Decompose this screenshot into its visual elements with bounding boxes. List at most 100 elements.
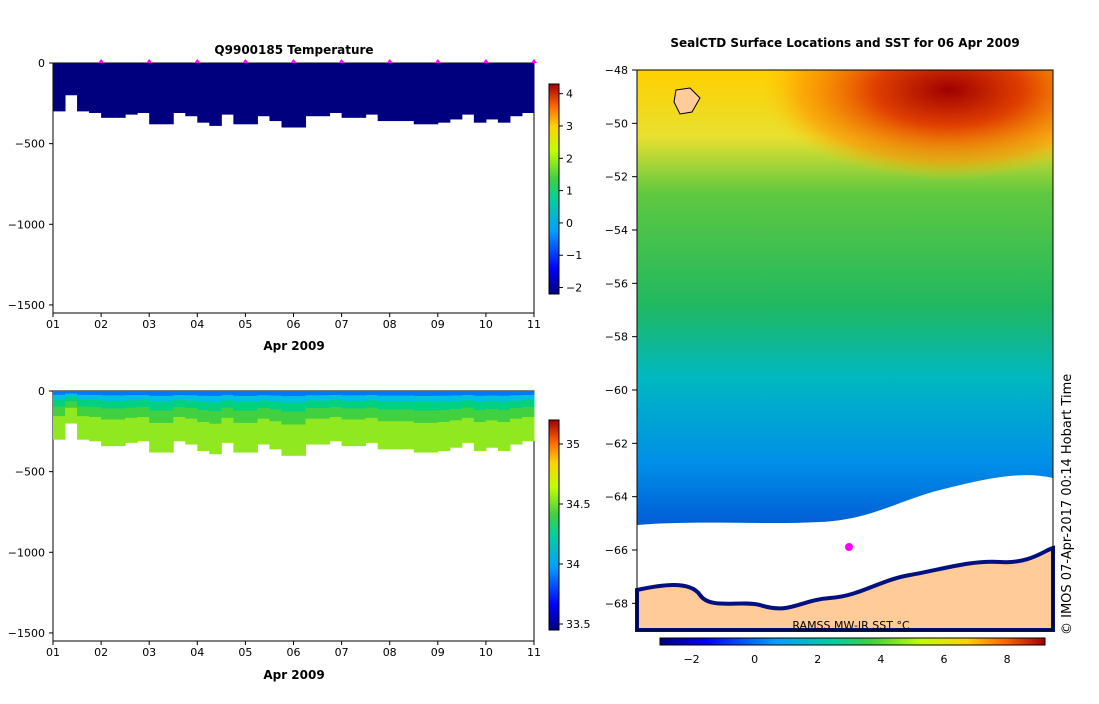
x-tick-label: 08 bbox=[383, 646, 397, 659]
salinity-cell bbox=[305, 400, 319, 409]
colorbar-tick-label-c: 0 bbox=[751, 653, 758, 666]
salinity-cell bbox=[53, 406, 66, 417]
temperature-panel: Q9900185 Temperature 0−500−1000−1500 01 0… bbox=[8, 43, 582, 353]
salinity-cell bbox=[185, 400, 198, 409]
salinity-cell bbox=[341, 400, 355, 409]
salinity-cell bbox=[389, 421, 403, 450]
x-tick-label: 02 bbox=[94, 318, 108, 331]
salinity-cell bbox=[377, 401, 391, 410]
salinity-fill bbox=[53, 391, 535, 456]
salinity-cell bbox=[89, 417, 102, 442]
salinity-cell bbox=[485, 409, 499, 421]
salinity-cell bbox=[101, 391, 114, 396]
salinity-cell bbox=[209, 411, 222, 425]
y-tick-label: −1000 bbox=[8, 218, 45, 231]
salinity-cell bbox=[353, 408, 367, 420]
salinity-cell bbox=[113, 391, 126, 396]
profile-marker bbox=[482, 59, 489, 63]
salinity-cell bbox=[497, 401, 511, 411]
salinity-cell bbox=[185, 391, 198, 396]
profile-marker bbox=[338, 59, 345, 63]
salinity-cell bbox=[341, 419, 355, 447]
salinity-cell bbox=[437, 391, 451, 397]
temperature-cell bbox=[221, 63, 234, 115]
salinity-cell bbox=[137, 407, 150, 418]
salinity-cell bbox=[293, 402, 307, 412]
salinity-cell bbox=[425, 391, 439, 397]
x-tick-label: 07 bbox=[335, 646, 349, 659]
salinity-cell bbox=[197, 410, 210, 423]
temperature-cell bbox=[101, 63, 114, 118]
salinity-cell bbox=[341, 395, 355, 402]
salinity-cell bbox=[461, 400, 475, 408]
salinity-cell bbox=[497, 395, 511, 403]
salinity-cell bbox=[437, 401, 451, 411]
salinity-cell bbox=[161, 402, 174, 411]
salinity-cell bbox=[101, 419, 114, 447]
temperature-cell bbox=[329, 63, 343, 113]
temperature-cell bbox=[353, 63, 367, 118]
salinity-cell bbox=[329, 407, 343, 418]
temperature-cell bbox=[521, 63, 535, 113]
salinity-cell bbox=[365, 400, 379, 408]
salinity-cell bbox=[473, 391, 487, 397]
salinity-cell bbox=[257, 400, 270, 409]
salinity-cell bbox=[305, 391, 319, 396]
salinity-cell bbox=[185, 395, 198, 401]
salinity-cell bbox=[233, 391, 246, 397]
salinity-cell bbox=[101, 400, 114, 409]
salinity-cell bbox=[137, 391, 150, 396]
salinity-cell bbox=[413, 391, 427, 397]
salinity-cell bbox=[173, 391, 186, 396]
salinity-cell bbox=[245, 422, 258, 453]
temperature-cell bbox=[377, 63, 391, 122]
salinity-cell bbox=[353, 391, 367, 396]
salinity-cell bbox=[353, 419, 367, 447]
colorbar-tick-label: 34 bbox=[566, 558, 580, 571]
salinity-cell bbox=[485, 391, 499, 396]
salinity-cell bbox=[65, 396, 78, 402]
salinity-cell bbox=[281, 396, 294, 403]
salinity-cell bbox=[233, 402, 246, 411]
temperature-cell bbox=[473, 63, 487, 123]
salinity-cell bbox=[377, 409, 391, 422]
salinity-cell bbox=[245, 402, 258, 411]
salinity-cell bbox=[257, 391, 270, 396]
salinity-cell bbox=[377, 391, 391, 396]
temperature-cell bbox=[509, 63, 523, 117]
salinity-cell bbox=[521, 417, 535, 442]
salinity-cell bbox=[389, 395, 403, 402]
profile-marker bbox=[98, 59, 105, 63]
x-tick-label: 06 bbox=[287, 646, 301, 659]
salinity-cell bbox=[209, 391, 222, 397]
salinity-cell bbox=[401, 395, 415, 402]
salinity-cell bbox=[77, 399, 90, 407]
salinity-cell bbox=[245, 395, 258, 403]
salinity-cell bbox=[101, 395, 114, 402]
profile-marker bbox=[386, 59, 393, 63]
y-tick-label: −64 bbox=[605, 491, 628, 504]
colorbar-tick-label-c: 6 bbox=[941, 653, 948, 666]
temperature-cell bbox=[185, 63, 198, 117]
x-tick-label: 04 bbox=[190, 318, 204, 331]
colorbar-tick-label: −2 bbox=[566, 282, 582, 295]
salinity-cell bbox=[161, 410, 174, 424]
salinity-cell bbox=[437, 395, 451, 403]
y-tick-label: −1000 bbox=[8, 546, 45, 559]
salinity-cell bbox=[269, 401, 282, 410]
salinity-cell bbox=[461, 395, 475, 401]
profile-marker bbox=[242, 59, 249, 63]
salinity-cell bbox=[53, 391, 66, 396]
temperature-cell bbox=[161, 63, 174, 125]
salinity-cell bbox=[437, 410, 451, 423]
profile-marker bbox=[290, 59, 297, 63]
salinity-cell bbox=[305, 408, 319, 419]
salinity-cell bbox=[473, 422, 487, 451]
salinity-panel: 0 −500 −1000 −1500 01 02 03 04 05 06 07 08 09 10 11 A… bbox=[8, 385, 591, 682]
salinity-cell bbox=[389, 409, 403, 422]
salinity-cell bbox=[197, 401, 210, 411]
salinity-cell bbox=[473, 410, 487, 423]
temperature-y-ticks: 0 −500 −1000 −1500 bbox=[8, 57, 53, 312]
salinity-cell bbox=[521, 395, 535, 401]
sst-y-ticks: −48 −50 −52 −54 −56 −58 −60 −62 −64 −66 −68 bbox=[605, 64, 637, 610]
